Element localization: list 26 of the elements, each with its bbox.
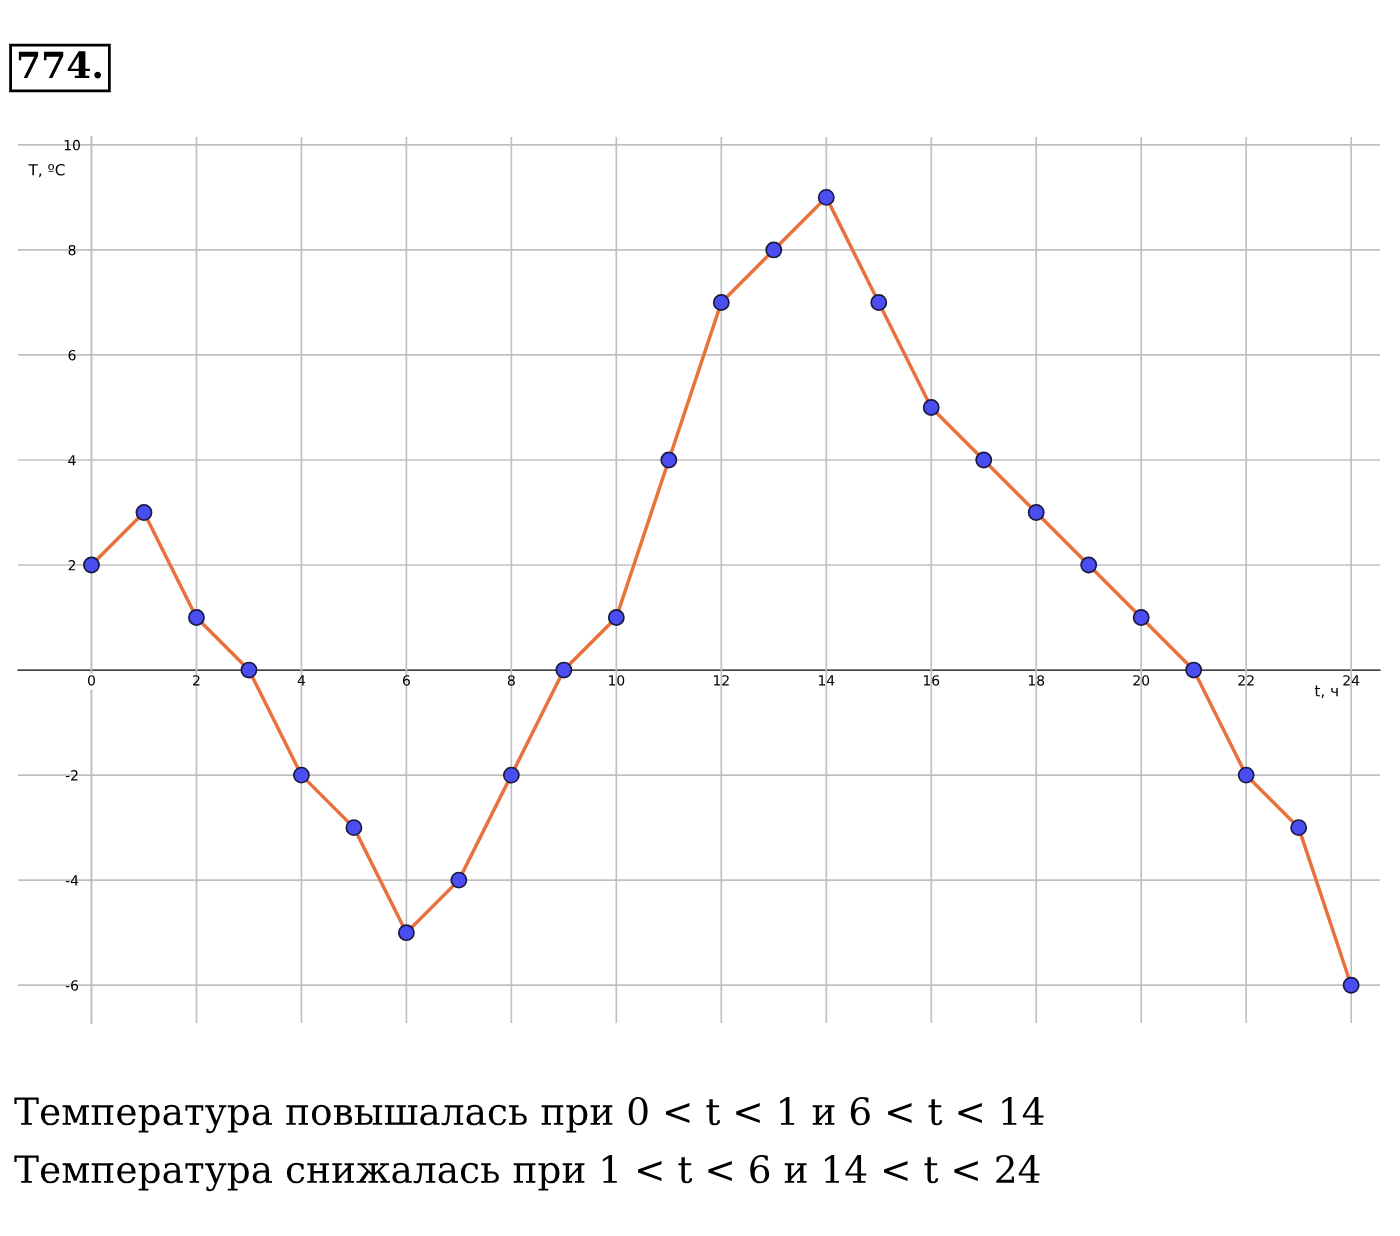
- x-tick-label: 0: [87, 675, 95, 686]
- chart-title: 774.: [18, 51, 102, 79]
- y-tick-label: 4: [68, 455, 76, 466]
- y-tick-label: 6: [68, 349, 76, 361]
- text: Температура снижалась при 1 < t < 6 и 14 < t < 24: [14, 1154, 1040, 1192]
- x-tick-label: 20: [1133, 675, 1150, 686]
- x-tick-label: 4: [297, 675, 306, 686]
- x-tick-label: 12: [714, 675, 729, 686]
- y-tick-label: 10: [64, 139, 80, 151]
- y-tick-label: -4: [65, 875, 79, 886]
- x-tick-label: 14: [818, 675, 835, 686]
- x-tick-label: 16: [923, 675, 940, 686]
- y-axis-title: T, ºC: [28, 164, 65, 178]
- x-tick-label: 10: [609, 675, 625, 686]
- text: Температура повышалась при 0 < t < 1 и 6 < t < 14: [14, 1096, 1044, 1134]
- x-axis-title: t, ч: [1314, 685, 1338, 699]
- y-tick-label: -6: [65, 980, 79, 991]
- y-tick-label: -2: [65, 770, 78, 781]
- y-tick-label: 8: [68, 244, 76, 256]
- x-tick-label: 24: [1343, 675, 1360, 686]
- y-tick-label: 2: [68, 560, 76, 571]
- x-tick-label: 2: [193, 675, 200, 686]
- x-tick-label: 6: [402, 675, 410, 686]
- x-tick-label: 18: [1028, 675, 1045, 686]
- x-tick-label: 8: [507, 675, 515, 686]
- x-tick-label: 22: [1238, 675, 1254, 686]
